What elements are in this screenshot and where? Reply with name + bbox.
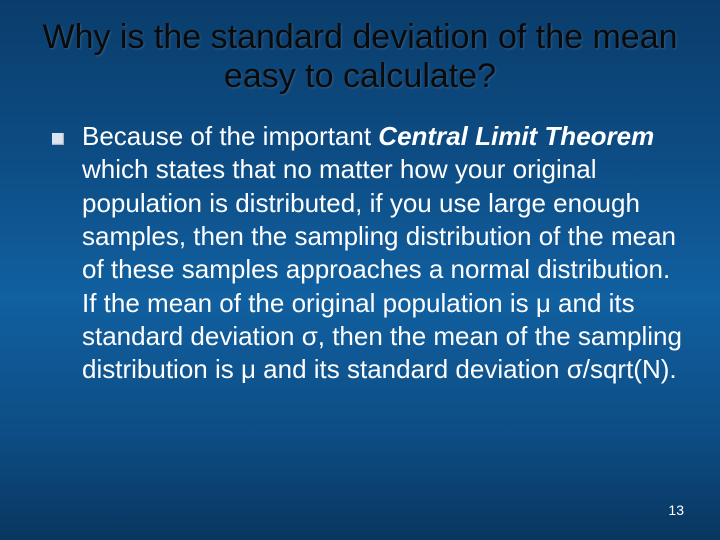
slide-title: Why is the standard deviation of the mea… [30, 18, 690, 96]
slide-container: Why is the standard deviation of the mea… [0, 0, 720, 540]
body-text-emphasis: Central Limit Theorem [378, 121, 654, 151]
body-text-prefix: Because of the important [82, 121, 378, 151]
page-number: 13 [668, 502, 684, 518]
bullet-square-icon [52, 133, 64, 145]
body-paragraph: Because of the important Central Limit T… [82, 120, 682, 386]
slide-body: Because of the important Central Limit T… [30, 120, 690, 386]
body-text-suffix: which states that no matter how your ori… [82, 154, 682, 384]
